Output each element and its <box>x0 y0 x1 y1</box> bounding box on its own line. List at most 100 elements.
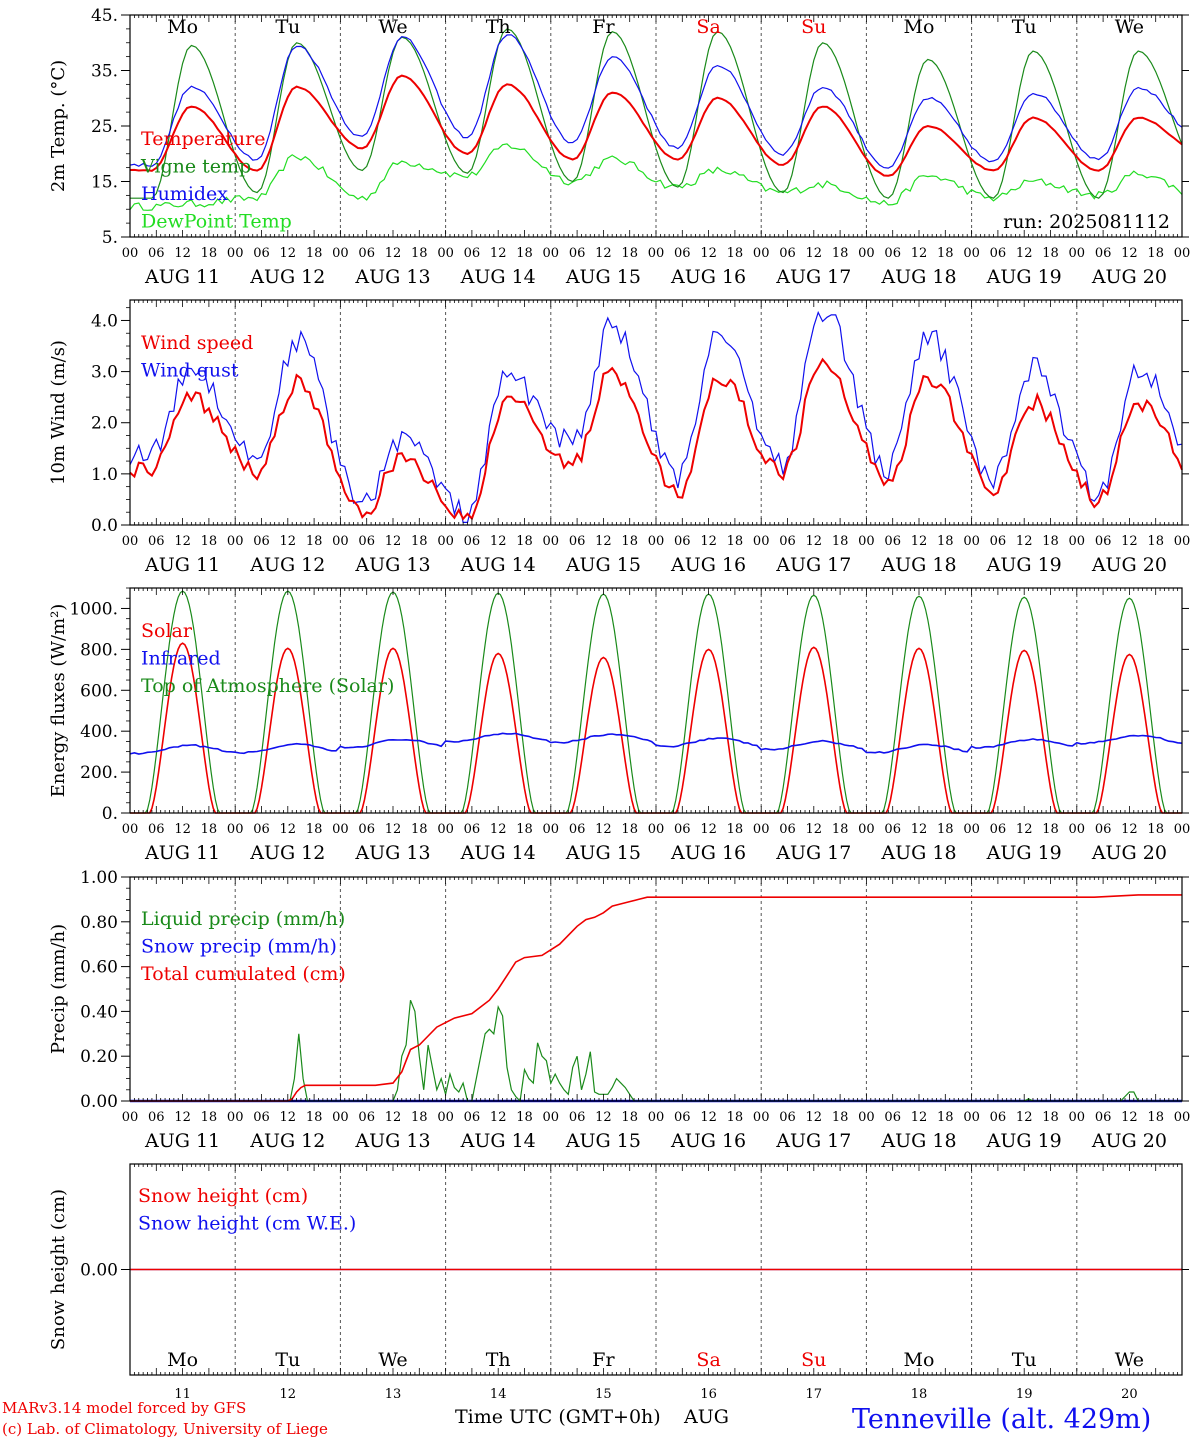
day-number-label: 17 <box>806 1387 823 1402</box>
hour-tick-label: 12 <box>1016 246 1033 261</box>
hour-tick-label: 12 <box>490 1110 507 1125</box>
hour-tick-label: 06 <box>779 534 796 549</box>
hour-tick-label: 00 <box>543 534 560 549</box>
hour-tick-label: 18 <box>306 822 323 837</box>
hour-tick-label: 06 <box>674 1110 691 1125</box>
date-label: AUG 15 <box>565 266 641 288</box>
date-label: AUG 19 <box>986 554 1062 576</box>
hour-tick-label: 06 <box>779 822 796 837</box>
hour-tick-label: 18 <box>832 534 849 549</box>
day-number-label: 19 <box>1016 1387 1033 1402</box>
energy-y-tick-label: 600. <box>80 681 118 701</box>
hour-tick-label: 00 <box>1174 1110 1191 1125</box>
date-label: AUG 12 <box>249 1130 325 1152</box>
temperature-y-tick-label: 15. <box>91 173 118 193</box>
hour-tick-label: 18 <box>411 1110 428 1125</box>
temperature-legend-entry: DewPoint Temp <box>141 211 292 233</box>
temperature-legend-entry: Temperature <box>141 128 265 150</box>
hour-tick-label: 00 <box>332 822 349 837</box>
hour-tick-label: 00 <box>858 822 875 837</box>
hour-tick-label: 06 <box>358 1110 375 1125</box>
date-label: AUG 12 <box>249 554 325 576</box>
day-name-label: We <box>378 16 407 38</box>
hour-tick-label: 18 <box>201 822 218 837</box>
wind-y-tick-label: 2.0 <box>91 414 118 434</box>
date-label: AUG 12 <box>249 266 325 288</box>
hour-tick-label: 18 <box>1042 822 1059 837</box>
hour-tick-label: 06 <box>569 1110 586 1125</box>
hour-tick-label: 18 <box>621 822 638 837</box>
hour-tick-label: 00 <box>648 1110 665 1125</box>
date-label: AUG 18 <box>880 554 956 576</box>
hour-tick-label: 06 <box>358 822 375 837</box>
station-name: Tenneville (alt. 429m) <box>852 1404 1151 1435</box>
date-label: AUG 15 <box>565 842 641 864</box>
hour-tick-label: 00 <box>437 246 454 261</box>
day-name-label: Fr <box>592 1349 615 1371</box>
hour-tick-label: 06 <box>1095 246 1112 261</box>
hour-tick-label: 06 <box>990 822 1007 837</box>
hour-tick-label: 12 <box>700 1110 717 1125</box>
snow-y-axis-label: Snow height (cm) <box>48 1189 69 1350</box>
hour-tick-label: 12 <box>911 534 928 549</box>
hour-tick-label: 06 <box>148 1110 165 1125</box>
hour-tick-label: 00 <box>858 1110 875 1125</box>
hour-tick-label: 06 <box>674 246 691 261</box>
date-label: AUG 17 <box>775 842 851 864</box>
x-axis-title: Time UTC (GMT+0h) <box>455 1406 661 1428</box>
hour-tick-label: 12 <box>806 1110 823 1125</box>
hour-tick-label: 00 <box>753 534 770 549</box>
hour-tick-label: 06 <box>253 534 270 549</box>
hour-tick-label: 18 <box>411 246 428 261</box>
chart-ticks <box>121 14 1189 1375</box>
day-name-label: Tu <box>275 1349 300 1371</box>
hour-tick-label: 18 <box>727 1110 744 1125</box>
hour-tick-label: 12 <box>174 822 191 837</box>
date-label: AUG 20 <box>1091 266 1167 288</box>
hour-tick-label: 06 <box>884 822 901 837</box>
hour-tick-label: 00 <box>753 246 770 261</box>
date-label: AUG 16 <box>670 554 746 576</box>
hour-tick-label: 18 <box>1147 1110 1164 1125</box>
date-label: AUG 14 <box>460 266 536 288</box>
day-name-label: Mo <box>167 16 198 38</box>
infrared-line <box>129 732 1183 755</box>
energy-y-tick-label: 1000. <box>69 599 118 619</box>
hour-tick-label: 00 <box>648 534 665 549</box>
hour-tick-label: 18 <box>1042 1110 1059 1125</box>
hour-tick-label: 06 <box>358 246 375 261</box>
hour-tick-label: 06 <box>148 534 165 549</box>
run-label: run: 2025081112 <box>1003 211 1170 233</box>
hour-tick-label: 00 <box>122 822 139 837</box>
hour-tick-label: 00 <box>1069 822 1086 837</box>
day-number-label: 18 <box>911 1387 928 1402</box>
hour-tick-label: 18 <box>201 246 218 261</box>
hour-tick-label: 06 <box>569 534 586 549</box>
temperature-line <box>129 74 1183 177</box>
energy-y-tick-label: 400. <box>80 722 118 742</box>
hour-tick-label: 00 <box>543 246 560 261</box>
hour-tick-label: 18 <box>201 534 218 549</box>
hour-tick-label: 06 <box>1095 534 1112 549</box>
footer-model-credit: MARv3.14 model forced by GFS <box>2 1399 246 1417</box>
hour-tick-label: 00 <box>648 246 665 261</box>
hour-tick-label: 06 <box>990 1110 1007 1125</box>
precip-legend-entry: Liquid precip (mm/h) <box>141 908 345 930</box>
day-number-label: 14 <box>490 1387 507 1402</box>
precip-y-tick-label: 1.00 <box>80 868 118 888</box>
footer-copyright: (c) Lab. of Climatology, University of L… <box>2 1420 328 1438</box>
hour-tick-label: 06 <box>464 534 481 549</box>
date-label: AUG 16 <box>670 266 746 288</box>
hour-tick-label: 06 <box>569 822 586 837</box>
energy-legend-entry: Solar <box>141 620 193 642</box>
hour-tick-label: 06 <box>884 534 901 549</box>
hour-tick-label: 18 <box>937 534 954 549</box>
hour-tick-label: 06 <box>148 246 165 261</box>
temperature-legend-entry: Vigne temp <box>140 156 251 178</box>
date-label: AUG 14 <box>460 1130 536 1152</box>
wind-speed-line <box>129 357 1183 521</box>
hour-tick-label: 12 <box>280 822 297 837</box>
snow-legend-entry: Snow height (cm W.E.) <box>138 1213 356 1235</box>
temperature-y-tick-label: 45. <box>91 6 118 26</box>
day-name-label: Su <box>801 1349 826 1371</box>
